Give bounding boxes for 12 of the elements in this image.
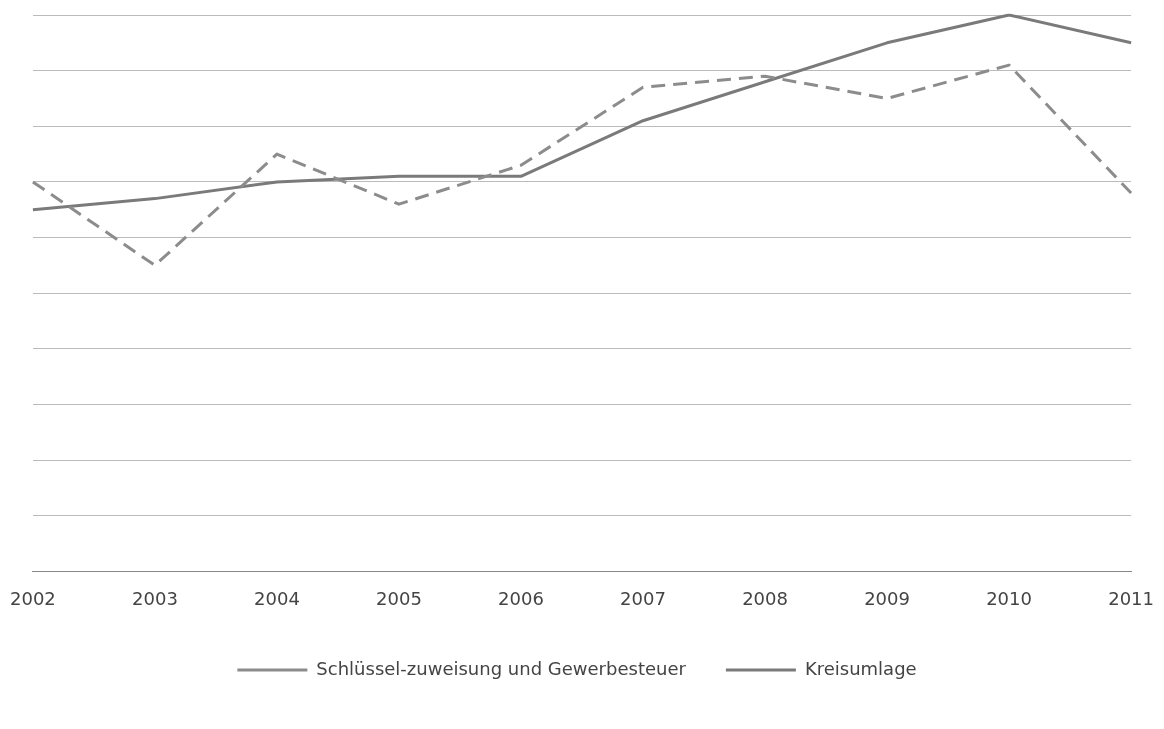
x-tick-label: 2008 <box>742 587 788 609</box>
x-tick-label: 2005 <box>376 587 422 609</box>
x-tick-label: 2004 <box>254 587 300 609</box>
legend-label: Kreisumlage <box>804 657 917 679</box>
x-tick-label: 2009 <box>864 587 910 609</box>
legend-label: Schlüssel-zuweisung und Gewerbesteuer <box>316 657 687 679</box>
x-tick-label: 2002 <box>10 587 56 609</box>
x-tick-label: 2007 <box>620 587 666 609</box>
x-tick-label: 2006 <box>498 587 544 609</box>
x-tick-label: 2003 <box>132 587 178 609</box>
x-tick-label: 2010 <box>986 587 1032 609</box>
x-tick-label: 2011 <box>1108 587 1154 609</box>
